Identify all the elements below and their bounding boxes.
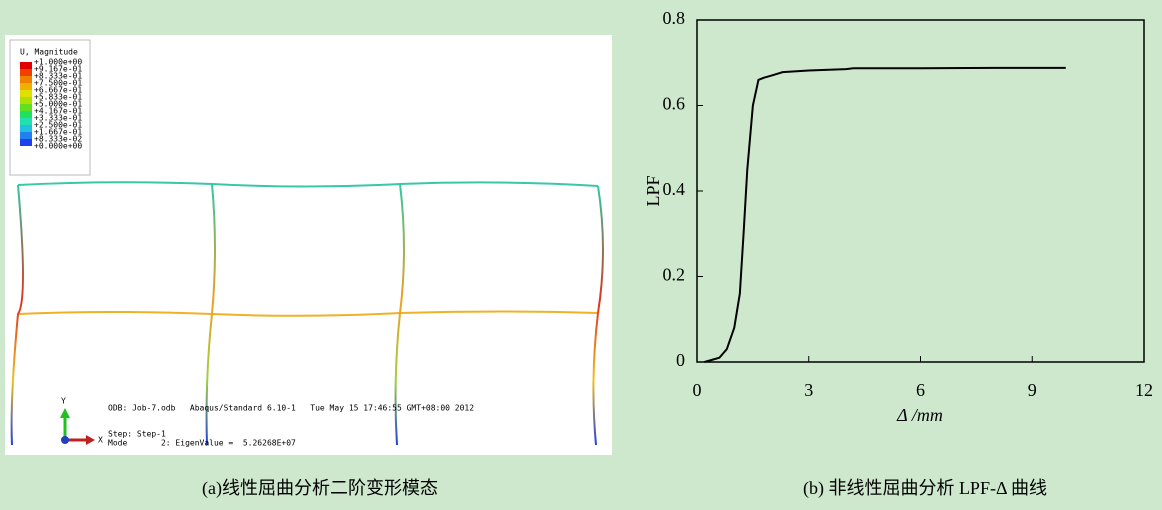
x-tick-label: 12: [1135, 380, 1153, 400]
y-tick-label: 0: [676, 350, 685, 370]
axis-x: X: [98, 436, 103, 445]
mode-info: Mode 2: EigenValue = 5.26268E+07: [108, 439, 296, 448]
axis-y: Y: [61, 397, 66, 406]
legend-title: U, Magnitude: [20, 48, 78, 57]
y-tick-label: 0.8: [663, 8, 686, 28]
figure: U, Magnitude +1.000e+00+9.167e-01+8.333e…: [0, 0, 1162, 510]
legend-swatch: [20, 132, 32, 139]
lpf-curve: [704, 68, 1065, 362]
legend-swatch: [20, 69, 32, 76]
step-info: Step: Step-1: [108, 430, 166, 439]
y-tick-label: 0.2: [663, 265, 686, 285]
x-tick-label: 9: [1028, 380, 1037, 400]
legend-swatch: [20, 97, 32, 104]
x-tick-label: 6: [916, 380, 925, 400]
caption-a: (a)线性屈曲分析二阶变形模态: [202, 478, 438, 499]
odb-info: ODB: Job-7.odb Abaqus/Standard 6.10-1 Tu…: [108, 404, 474, 413]
legend: +1.000e+00+9.167e-01+8.333e-01+7.500e-01…: [20, 58, 82, 151]
y-axis-label: LPF: [643, 175, 663, 206]
legend-value: +0.000e+00: [34, 142, 82, 151]
model-view: [5, 35, 612, 455]
x-tick-label: 3: [804, 380, 813, 400]
legend-swatch: [20, 118, 32, 125]
legend-swatch: [20, 83, 32, 90]
y-tick-label: 0.6: [663, 94, 686, 114]
legend-swatch: [20, 125, 32, 132]
plot-frame: [697, 20, 1144, 362]
x-tick-label: 0: [693, 380, 702, 400]
y-tick-label: 0.4: [663, 179, 686, 199]
page: U, Magnitude +1.000e+00+9.167e-01+8.333e…: [0, 0, 1162, 510]
legend-swatch: [20, 139, 32, 146]
legend-swatch: [20, 90, 32, 97]
legend-swatch: [20, 104, 32, 111]
x-axis-label: Δ /mm: [896, 405, 943, 425]
legend-swatch: [20, 62, 32, 69]
legend-swatch: [20, 111, 32, 118]
caption-b: (b) 非线性屈曲分析 LPF-Δ 曲线: [803, 478, 1047, 499]
legend-swatch: [20, 76, 32, 83]
